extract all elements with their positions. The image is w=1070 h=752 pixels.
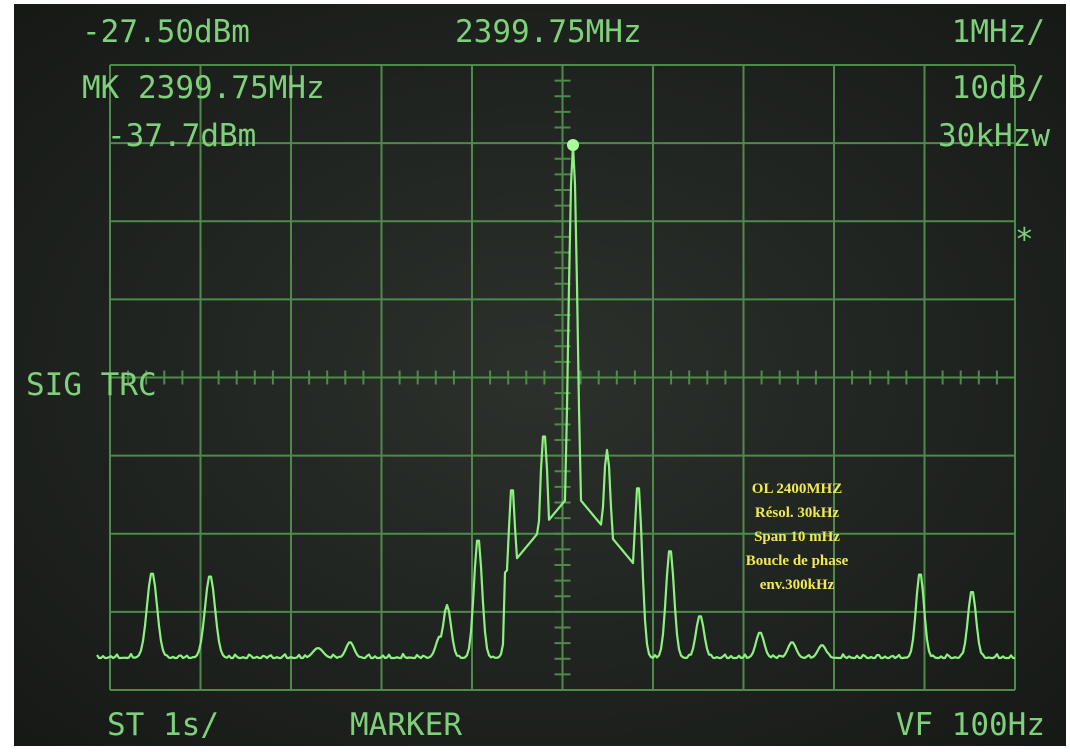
graticule: [109, 64, 1016, 691]
marker-dot: [567, 139, 579, 151]
annotation-line: OL 2400MHZ: [752, 481, 842, 497]
trace-label: SIG TRC: [26, 367, 157, 403]
star-indicator: *: [1015, 222, 1034, 258]
spectrum-trace: [96, 143, 1015, 660]
crt-screen: [14, 4, 1066, 746]
span-per-div: 1MHz/: [952, 14, 1045, 50]
center-frequency: 2399.75MHz: [455, 14, 642, 50]
reference-level: -27.50dBm: [82, 14, 250, 50]
annotation-line: Span 10 mHz: [754, 529, 840, 545]
sweep-time: ST 1s/: [107, 707, 219, 743]
annotation-line: env.300kHz: [760, 577, 835, 593]
annotation-line: Boucle de phase: [746, 553, 849, 569]
annotation: OL 2400MHZ Résol. 30kHz Span 10 mHz Bouc…: [746, 481, 849, 593]
vertical-scale: 10dB/: [952, 70, 1045, 106]
marker-level: -37.7dBm: [107, 118, 256, 154]
video-filter: VF 100Hz: [896, 707, 1045, 743]
annotation-line: Résol. 30kHz: [755, 505, 840, 521]
resolution-bandwidth: 30kHzw: [938, 118, 1050, 154]
mode-label: MARKER: [350, 707, 462, 743]
marker-frequency: MK 2399.75MHz: [82, 70, 325, 106]
